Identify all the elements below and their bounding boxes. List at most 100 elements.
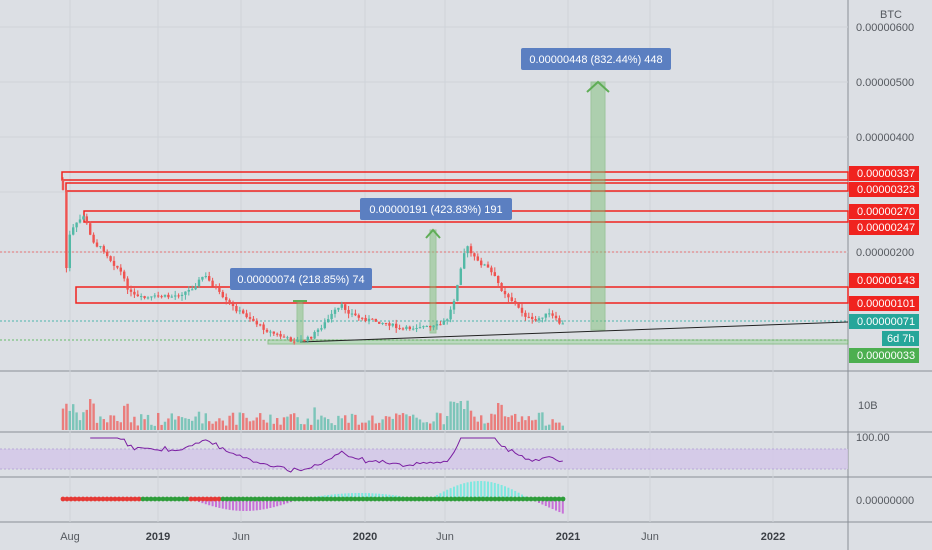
- volume-bar: [228, 415, 231, 430]
- volume-bar: [262, 419, 265, 430]
- candle-body: [561, 323, 564, 325]
- candle-body: [429, 326, 432, 328]
- macd-signal-dot: [360, 496, 366, 502]
- macd-histogram-bar: [521, 494, 523, 499]
- volume-bar: [286, 416, 289, 430]
- volume-bar: [276, 418, 279, 430]
- macd-histogram-bar: [463, 483, 466, 499]
- volume-bar: [354, 414, 357, 430]
- macd-histogram-bar: [337, 493, 340, 499]
- svg-text:0.00000337: 0.00000337: [857, 168, 915, 180]
- macd-signal-dot: [388, 496, 394, 502]
- macd-signal-dot: [224, 496, 230, 502]
- annotation-2[interactable]: 0.00000191 (423.83%) 191: [360, 198, 512, 220]
- candle-body: [116, 265, 119, 268]
- macd-histogram-bar: [548, 499, 551, 508]
- time-label-jun-2020: Jun: [436, 531, 454, 543]
- candle-body: [228, 300, 231, 304]
- macd-signal-dot: [324, 496, 330, 502]
- price-tick-400: 0.00000400: [856, 132, 914, 144]
- candle-body: [293, 341, 296, 343]
- macd-signal-dot: [176, 496, 182, 502]
- candle-body: [89, 223, 92, 235]
- volume-bar: [534, 419, 537, 430]
- svg-text:6d 7h: 6d 7h: [887, 333, 915, 345]
- macd-signal-dot: [380, 496, 386, 502]
- macd-histogram-bar: [272, 499, 275, 508]
- volume-bar: [85, 409, 88, 430]
- volume-bar: [313, 407, 316, 430]
- volume-bar: [61, 408, 65, 430]
- annotation-1-box: [230, 268, 372, 290]
- volume-bar: [395, 413, 398, 430]
- macd-signal-dot: [468, 496, 474, 502]
- candle-body: [527, 316, 530, 318]
- volume-bar: [248, 421, 252, 430]
- candle-body: [333, 309, 337, 314]
- volume-bar: [330, 423, 333, 430]
- macd-histogram-bar: [473, 481, 476, 499]
- macd-signal-dot: [528, 496, 534, 502]
- annotation-1[interactable]: 0.00000074 (218.85%) 74: [230, 268, 372, 290]
- macd-signal-dot: [312, 496, 318, 502]
- volume-bar: [466, 400, 469, 430]
- volume-bar: [401, 413, 405, 430]
- macd-signal-dot: [432, 496, 438, 502]
- time-label-2019: 2019: [146, 531, 170, 543]
- macd-signal-dot: [104, 496, 110, 502]
- candle-body: [279, 334, 282, 337]
- macd-histogram-bar: [255, 499, 258, 511]
- macd-histogram-bar: [218, 499, 221, 508]
- candle-body: [374, 318, 377, 322]
- candle-body: [466, 246, 469, 254]
- candle-body: [123, 271, 126, 279]
- target-bars: [296, 81, 606, 343]
- macd-histogram-bar: [259, 499, 262, 510]
- macd-signal-dot: [412, 496, 418, 502]
- volume-bar: [177, 416, 180, 430]
- time-label-2022: 2022: [761, 531, 785, 543]
- volume-bar: [486, 422, 490, 430]
- volume-bar: [235, 424, 238, 430]
- volume-bar: [493, 414, 496, 430]
- volume-bar: [514, 413, 517, 430]
- candle-body: [327, 319, 330, 323]
- macd-signal-dot: [348, 496, 354, 502]
- candle-body: [483, 264, 486, 266]
- volume-bar: [201, 423, 204, 430]
- candle-body: [235, 306, 238, 312]
- macd-signal-dot: [164, 496, 170, 502]
- macd-histogram-bar: [269, 499, 272, 508]
- annotation-2-box: [360, 198, 512, 220]
- rsi-tick: 100.00: [856, 432, 890, 444]
- macd-signal-dot: [396, 496, 402, 502]
- candle-body: [503, 290, 507, 295]
- annotation-3[interactable]: 0.00000448 (832.44%) 448: [521, 48, 671, 70]
- candle-body: [350, 313, 354, 315]
- macd-signal-dot: [320, 496, 326, 502]
- candle-body: [401, 328, 405, 330]
- macd-signal-dot: [512, 496, 518, 502]
- volume-bar: [344, 415, 347, 430]
- volume-bar: [136, 425, 139, 430]
- annotation-3-text: 0.00000448 (832.44%) 448: [529, 54, 662, 66]
- candle-body: [361, 317, 364, 319]
- volume-bar: [92, 403, 95, 430]
- volume-bar: [75, 412, 78, 430]
- volume-bar: [167, 418, 170, 430]
- macd-histogram-bar: [391, 495, 394, 499]
- candle-body: [61, 180, 65, 190]
- candle-body: [92, 234, 95, 243]
- volume-bar: [425, 422, 428, 430]
- macd-histogram-bar: [544, 499, 547, 507]
- macd-signal-dot: [60, 496, 66, 502]
- macd-signal-dot: [344, 496, 350, 502]
- macd-signal-dot: [92, 496, 98, 502]
- volume-bar: [408, 416, 411, 430]
- macd-histogram-bar: [558, 499, 561, 513]
- candle-body: [469, 246, 473, 254]
- volume-bar: [303, 424, 306, 430]
- volume-bar: [143, 419, 146, 430]
